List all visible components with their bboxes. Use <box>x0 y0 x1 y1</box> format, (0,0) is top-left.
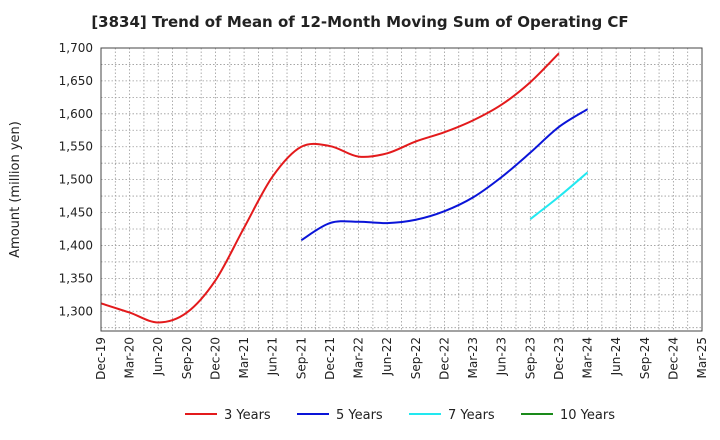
legend-label-3-years: 3 Years <box>224 408 271 423</box>
y-tick-label: 1,350 <box>59 271 93 285</box>
x-tick-label: Dec-21 <box>323 337 337 380</box>
x-tick-label: Jun-24 <box>609 337 623 376</box>
x-tick-label: Jun-23 <box>495 337 509 376</box>
y-tick-label: 1,700 <box>59 41 93 55</box>
x-tick-label: Dec-22 <box>437 337 451 380</box>
y-tick-label: 1,500 <box>59 173 93 187</box>
x-tick-label: Mar-21 <box>237 337 251 378</box>
x-tick-label: Jun-21 <box>266 337 280 376</box>
y-tick-label: 1,400 <box>59 238 93 252</box>
x-tick-label: Mar-25 <box>695 337 709 378</box>
legend-label-7-years: 7 Years <box>448 408 495 423</box>
grid <box>101 48 702 331</box>
x-tick-label: Dec-19 <box>94 337 108 380</box>
chart-title: [3834] Trend of Mean of 12-Month Moving … <box>91 13 628 31</box>
x-tick-label: Mar-22 <box>352 337 366 378</box>
series-lines <box>100 52 589 324</box>
legend-label-5-years: 5 Years <box>336 408 383 423</box>
x-tick-label: Jun-22 <box>380 337 394 376</box>
x-tick-label: Sep-21 <box>294 337 308 379</box>
series-line-5-years <box>300 108 589 242</box>
legend-label-10-years: 10 Years <box>560 408 615 423</box>
x-tick-label: Mar-24 <box>581 337 595 378</box>
y-tick-label: 1,550 <box>59 140 93 154</box>
x-tick-label: Mar-20 <box>123 337 137 378</box>
y-axis-label: Amount (million yen) <box>8 121 23 258</box>
y-tick-label: 1,300 <box>59 304 93 318</box>
legend: 3 Years 5 Years 7 Years 10 Years <box>185 408 615 423</box>
x-tick-label: Mar-23 <box>466 337 480 378</box>
y-tick-label: 1,450 <box>59 206 93 220</box>
x-tick-label: Sep-24 <box>638 337 652 379</box>
x-tick-label: Dec-20 <box>208 337 222 380</box>
plot-border <box>100 47 703 332</box>
x-tick-label: Sep-23 <box>523 337 537 379</box>
x-tick-label: Dec-23 <box>552 337 566 380</box>
x-tick-label: Jun-20 <box>151 337 165 376</box>
x-axis-ticks: Dec-19 Mar-20 Jun-20 Sep-20 Dec-20 Mar-21 Jun-… <box>94 337 709 380</box>
series-line-7-years <box>529 171 589 220</box>
y-tick-label: 1,600 <box>59 107 93 121</box>
x-tick-label: Dec-24 <box>666 337 680 380</box>
y-tick-label: 1,650 <box>59 74 93 88</box>
y-axis-ticks: 1,300 1,350 1,400 1,450 1,500 1,550 1,600 1,650… <box>59 41 93 318</box>
x-tick-label: Sep-20 <box>180 337 194 379</box>
series-line-3-years <box>100 52 560 324</box>
x-tick-label: Sep-22 <box>409 337 423 379</box>
